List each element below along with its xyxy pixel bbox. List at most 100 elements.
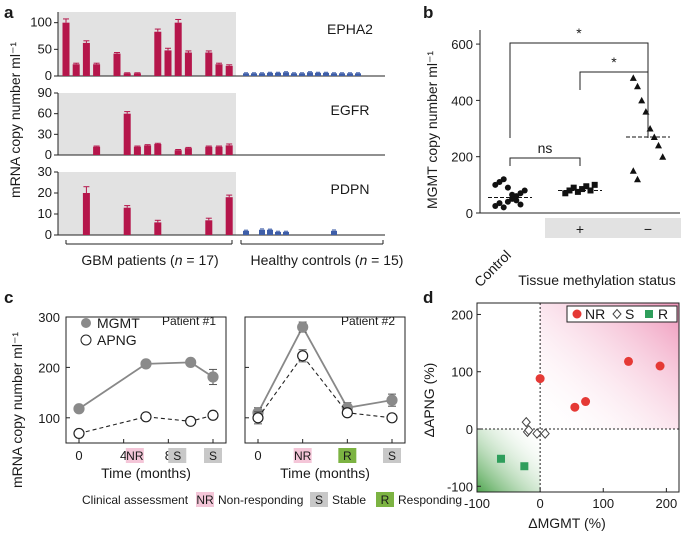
panel-c-ytick-label: 100 bbox=[38, 411, 60, 426]
control-point bbox=[504, 198, 511, 205]
panel-b-xlabel: Tissue methylation status bbox=[518, 272, 675, 288]
assessment-box bbox=[125, 448, 144, 463]
gbm-bar bbox=[123, 113, 131, 155]
healthy-bar bbox=[291, 73, 297, 76]
s-point bbox=[540, 428, 550, 439]
panel-b-ytick-label: 600 bbox=[451, 37, 473, 52]
clinical-legend-key: NR bbox=[196, 493, 214, 507]
apng-point bbox=[297, 350, 309, 362]
plus-vs-minus-bracket-label: * bbox=[611, 54, 617, 70]
r-point bbox=[496, 454, 505, 463]
panel-a-label: a bbox=[4, 3, 14, 22]
mgmt-line bbox=[257, 325, 393, 414]
clinical-legend-key: S bbox=[315, 493, 323, 507]
legend-r-label: R bbox=[658, 306, 668, 322]
ytick-label: 30 bbox=[38, 164, 52, 179]
methylated-point bbox=[591, 181, 598, 188]
control-point bbox=[513, 197, 520, 204]
apng-line bbox=[78, 414, 214, 434]
legend-r-marker bbox=[645, 310, 653, 318]
healthy-bar bbox=[267, 229, 273, 235]
panel-b-label: b bbox=[423, 3, 433, 22]
panel-c-ylabel: mRNA copy number ml⁻¹ bbox=[9, 332, 25, 488]
ytick-label: 30 bbox=[38, 126, 52, 141]
control-point bbox=[517, 201, 524, 208]
panel-c-xtick-label: 0 bbox=[75, 448, 82, 463]
healthy-bar bbox=[243, 73, 249, 76]
assessment-label: S bbox=[209, 449, 217, 463]
legend-s-label: S bbox=[625, 306, 634, 322]
r-point bbox=[520, 462, 529, 471]
ytick-label: 0 bbox=[45, 147, 52, 162]
healthy-group-label-n: n bbox=[359, 252, 367, 268]
panel-b-control-tick: Control bbox=[471, 247, 514, 290]
gbm-bar bbox=[174, 22, 182, 77]
healthy-group-label-suffix: = 15) bbox=[367, 252, 403, 268]
healthy-bar bbox=[259, 73, 265, 76]
healthy-bar bbox=[283, 231, 289, 235]
ytick-label: 10 bbox=[38, 206, 52, 221]
legend-mgmt-label: MGMT bbox=[97, 315, 140, 331]
healthy-bar bbox=[267, 72, 273, 76]
gbm-group-label-prefix: GBM patients ( bbox=[81, 252, 175, 268]
s-point bbox=[521, 416, 531, 428]
healthy-bar bbox=[259, 229, 265, 235]
unmethylated-point bbox=[629, 74, 637, 81]
mgmt-line bbox=[78, 361, 214, 410]
panel-c-frame bbox=[244, 316, 406, 444]
legend-nr-marker bbox=[572, 309, 582, 319]
healthy-bar bbox=[299, 73, 305, 76]
gbm-bar bbox=[184, 52, 192, 76]
methylated-point bbox=[566, 187, 573, 194]
healthy-bar bbox=[275, 231, 281, 235]
methylation-status-background bbox=[545, 218, 681, 238]
subplot-title-egfr: EGFR bbox=[331, 102, 370, 118]
gbm-bar bbox=[215, 64, 223, 76]
plus-vs-minus-bracket bbox=[579, 71, 649, 90]
control-point bbox=[517, 190, 524, 197]
clinical-legend-swatch bbox=[310, 492, 328, 507]
mgmt-point bbox=[73, 403, 85, 415]
control-point bbox=[492, 181, 499, 188]
gbm-bar bbox=[184, 148, 192, 155]
assessment-label: S bbox=[173, 449, 181, 463]
healthy-bar bbox=[275, 72, 281, 76]
healthy-bar bbox=[355, 73, 361, 76]
gbm-bar bbox=[205, 220, 213, 235]
healthy-bar bbox=[347, 73, 353, 76]
panel-a-ylabel: mRNA copy number ml⁻¹ bbox=[7, 42, 23, 198]
assessment-box bbox=[204, 448, 222, 463]
control-point bbox=[504, 184, 511, 191]
r-region bbox=[477, 429, 541, 492]
healthy-bar bbox=[283, 72, 289, 76]
panel-d-xtick-label: 100 bbox=[592, 496, 614, 511]
gbm-bar bbox=[154, 143, 162, 155]
panel-d-frame bbox=[476, 302, 680, 493]
panel-d-ytick-label: 200 bbox=[451, 307, 473, 322]
panel-c-ytick-label: 200 bbox=[38, 360, 60, 375]
clinical-legend-swatch bbox=[196, 492, 214, 507]
panel-c-label: c bbox=[4, 288, 13, 307]
panel-b-status-tick: + bbox=[576, 221, 584, 237]
gbm-bar bbox=[82, 193, 90, 235]
methylated-point bbox=[574, 188, 581, 195]
ytick-label: 60 bbox=[38, 106, 52, 121]
panel-d: ΔMGMT (%) ΔAPNG (%) -100 0 100 200 -100 0 100 2… bbox=[421, 302, 680, 531]
healthy-bar bbox=[315, 72, 321, 76]
panel-d-xtick-label: 200 bbox=[656, 496, 678, 511]
patient-title: Patient #2 bbox=[341, 314, 395, 328]
subplot-title-epha2: EPHA2 bbox=[327, 21, 373, 37]
s-point bbox=[532, 428, 542, 439]
unmethylated-point bbox=[629, 167, 637, 174]
patient-title: Patient #1 bbox=[162, 314, 216, 328]
gbm-bar bbox=[174, 150, 182, 155]
mgmt-point bbox=[297, 321, 309, 333]
panel-d-ylabel: ΔAPNG (%) bbox=[421, 363, 437, 438]
gbm-bar bbox=[62, 22, 70, 77]
clinical-legend-text: Stable bbox=[332, 493, 366, 507]
nr-point bbox=[535, 374, 545, 384]
control-point bbox=[509, 191, 516, 198]
apng-point bbox=[341, 407, 353, 419]
clinical-legend-text: Non-responding bbox=[218, 493, 303, 507]
